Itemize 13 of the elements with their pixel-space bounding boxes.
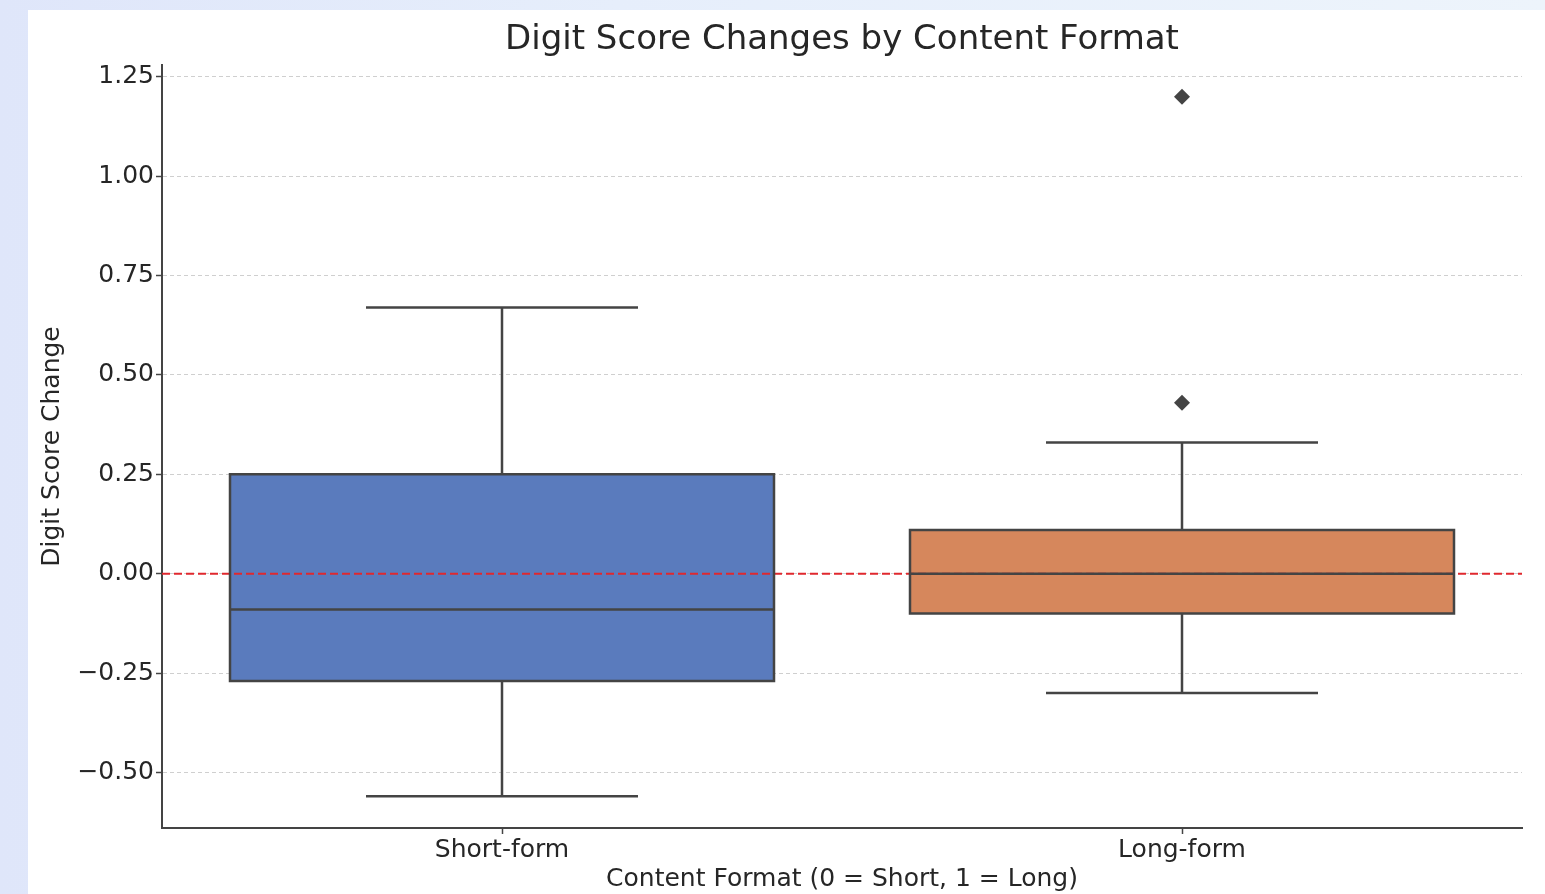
x-tick-label: Long-form [1118, 833, 1246, 863]
y-axis-title: Digit Score Change [35, 326, 65, 567]
x-axis-title: Content Format (0 = Short, 1 = Long) [606, 862, 1078, 892]
y-tick-label: 0.25 [98, 457, 154, 487]
y-tick-label: 1.25 [98, 60, 154, 90]
y-tick-label: −0.25 [77, 656, 154, 686]
y-tick-label: 0.50 [98, 358, 154, 388]
chart-title: Digit Score Changes by Content Format [505, 16, 1179, 57]
x-tick-label: Short-form [434, 833, 570, 863]
y-tick-label: 0.00 [98, 557, 154, 587]
y-tick-label: 1.00 [98, 159, 154, 189]
y-tick-label: −0.50 [77, 755, 154, 785]
y-tick-label: 0.75 [98, 259, 154, 289]
